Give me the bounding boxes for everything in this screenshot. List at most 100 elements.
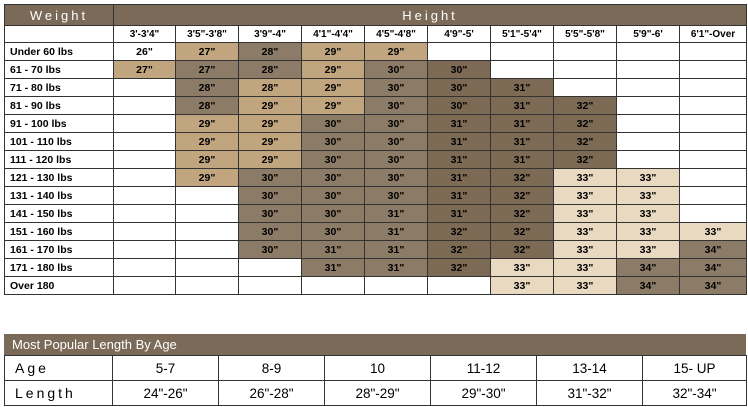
- weight-label: 61 - 70 lbs: [4, 60, 114, 79]
- length-cell: 29": [238, 150, 302, 169]
- length-cell: 30": [238, 186, 302, 205]
- length-cell: 30": [301, 150, 365, 169]
- weight-label: 131 - 140 lbs: [4, 186, 114, 205]
- length-cell: 32": [553, 96, 617, 115]
- length-cell: 28": [238, 78, 302, 97]
- weight-label: 141 - 150 lbs: [4, 204, 114, 223]
- length-cell: 31": [364, 204, 428, 223]
- height-column-header: 5'5"-5'8": [553, 25, 617, 43]
- length-cell: [678, 42, 748, 61]
- length-cell: 29": [175, 168, 239, 187]
- length-cell: 31": [364, 258, 428, 277]
- length-cell: 30": [301, 114, 365, 133]
- length-cell: 32": [427, 258, 491, 277]
- length-cell: [678, 132, 748, 151]
- length-cell: [427, 276, 491, 295]
- length-cell: 29": [238, 96, 302, 115]
- length-cell: [678, 204, 748, 223]
- length-cell: [113, 150, 176, 169]
- length-value-cell: 28"-29": [324, 380, 431, 406]
- table-row: 151 - 160 lbs 30" 30" 31" 32" 32" 33" 33" 33": [4, 222, 748, 241]
- table-row: 171 - 180 lbs 31" 31" 32" 33" 33" 34" 34": [4, 258, 748, 277]
- length-cell: 33": [553, 276, 617, 295]
- table-row: Over 180 33" 33" 34" 34": [4, 276, 748, 295]
- length-cell: 30": [364, 132, 428, 151]
- length-cell: [175, 204, 239, 223]
- length-cell: 29": [175, 150, 239, 169]
- length-cell: 31": [427, 204, 491, 223]
- length-cell: 32": [553, 114, 617, 133]
- length-cell: [175, 222, 239, 241]
- length-cell: 30": [364, 150, 428, 169]
- length-cell: 31": [427, 150, 491, 169]
- length-cell: 30": [238, 222, 302, 241]
- length-cell: 29": [301, 96, 365, 115]
- length-cell: 30": [301, 222, 365, 241]
- length-cell: 31": [427, 114, 491, 133]
- height-column-header: 3'9"-4": [238, 25, 302, 43]
- length-cell: 33": [553, 240, 617, 259]
- length-cell: 31": [427, 186, 491, 205]
- weight-label: Over 180: [4, 276, 114, 295]
- weight-label: 121 - 130 lbs: [4, 168, 114, 187]
- table-row: 141 - 150 lbs 30" 30" 31" 31" 32" 33" 33": [4, 204, 748, 223]
- weight-label: 111 - 120 lbs: [4, 150, 114, 169]
- length-cell: 32": [490, 168, 554, 187]
- height-header: Height: [112, 4, 748, 26]
- length-value-cell: 32"-34": [642, 380, 747, 406]
- length-cell: 29": [301, 78, 365, 97]
- length-cell: 29": [301, 60, 365, 79]
- length-cell: 34": [678, 276, 748, 295]
- length-cell: [553, 60, 617, 79]
- height-weight-table: Weight Height 3'-3'4" 3'5"-3'8" 3'9"-4" 4'1…: [4, 4, 748, 295]
- age-cell: 5-7: [112, 355, 219, 381]
- length-cell: 31": [364, 222, 428, 241]
- length-cell: 30": [364, 186, 428, 205]
- length-cell: [427, 42, 491, 61]
- height-column-header: 5'1"-5'4": [490, 25, 554, 43]
- length-cell: [113, 240, 176, 259]
- length-row-label: Length: [4, 380, 113, 406]
- length-cell: 30": [301, 204, 365, 223]
- table-row: 111 - 120 lbs 29" 29" 30" 30" 31" 31" 32": [4, 150, 748, 169]
- length-cell: 33": [678, 222, 748, 241]
- length-cell: 30": [301, 186, 365, 205]
- length-cell: 27": [175, 60, 239, 79]
- table-row: Under 60 lbs 26" 27" 28" 29" 29": [4, 42, 748, 61]
- length-cell: 30": [364, 168, 428, 187]
- age-cell: 11-12: [430, 355, 537, 381]
- length-cell: 28": [238, 42, 302, 61]
- length-cell: [678, 114, 748, 133]
- length-cell: [113, 204, 176, 223]
- length-cell: 32": [427, 240, 491, 259]
- length-cell: 33": [553, 204, 617, 223]
- table-row: 71 - 80 lbs 28" 28" 29" 30" 30" 31": [4, 78, 748, 97]
- length-cell: [678, 78, 748, 97]
- length-cell: 28": [175, 78, 239, 97]
- length-cell: 34": [616, 276, 680, 295]
- length-value-cell: 26"-28": [218, 380, 325, 406]
- length-cell: [616, 132, 680, 151]
- length-cell: [490, 60, 554, 79]
- length-cell: 31": [490, 114, 554, 133]
- table-row: 131 - 140 lbs 30" 30" 30" 31" 32" 33" 33": [4, 186, 748, 205]
- length-cell: [113, 186, 176, 205]
- weight-label: 151 - 160 lbs: [4, 222, 114, 241]
- length-value-cell: 31"-32": [536, 380, 643, 406]
- length-cell: 33": [616, 168, 680, 187]
- weight-label: 91 - 100 lbs: [4, 114, 114, 133]
- length-cell: 34": [616, 258, 680, 277]
- length-cell: 33": [490, 276, 554, 295]
- height-column-header: 3'5"-3'8": [175, 25, 239, 43]
- length-cell: 33": [616, 240, 680, 259]
- length-cell: 29": [175, 132, 239, 151]
- age-section-title: Most Popular Length By Age: [4, 334, 746, 355]
- weight-header: Weight: [4, 4, 114, 26]
- weight-label: 81 - 90 lbs: [4, 96, 114, 115]
- length-cell: 32": [427, 222, 491, 241]
- length-cell: 27": [113, 60, 176, 79]
- length-cell: [113, 132, 176, 151]
- length-cell: 30": [301, 132, 365, 151]
- age-length-table: Age 5-7 8-9 10 11-12 13-14 15- UP Length 24"-…: [4, 355, 747, 406]
- length-cell: [678, 60, 748, 79]
